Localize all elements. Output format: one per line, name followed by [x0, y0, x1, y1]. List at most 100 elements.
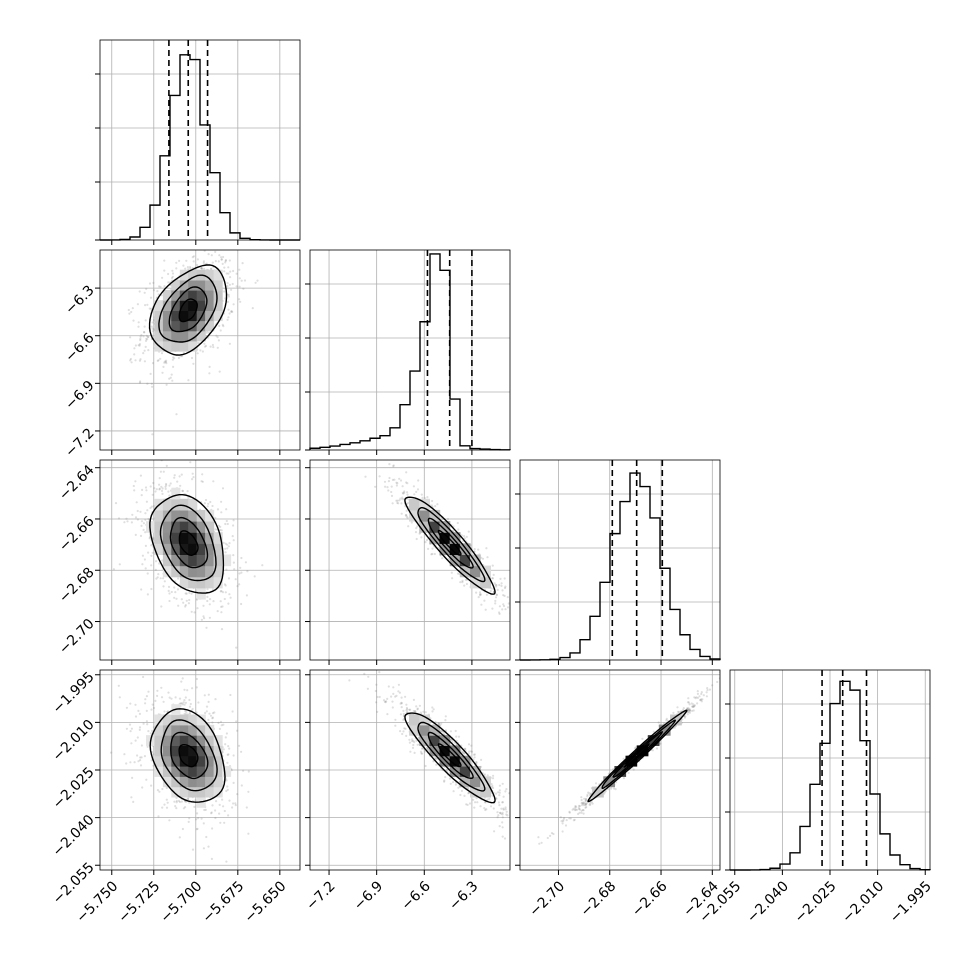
sample-point	[138, 712, 141, 716]
sample-point	[152, 764, 155, 767]
sample-point	[485, 593, 488, 596]
sample-point	[405, 706, 408, 710]
panel-background	[520, 460, 720, 660]
sample-point	[403, 491, 406, 494]
sample-point	[211, 504, 214, 508]
sample-point	[130, 521, 133, 524]
contour-line-2	[427, 731, 474, 780]
sample-point	[192, 255, 195, 258]
sample-point	[186, 798, 190, 801]
sample-point	[217, 260, 220, 263]
sample-point	[191, 256, 194, 259]
sample-point	[174, 591, 177, 594]
sample-point	[477, 548, 480, 551]
sample-point	[200, 266, 203, 269]
sample-point	[129, 702, 132, 705]
sample-point	[395, 694, 398, 697]
corner-panels: −7.2−6.9−6.6−6.3−2.70−2.68−2.66−2.64−2.0…	[50, 39, 935, 926]
sample-point	[435, 763, 438, 766]
sample-point	[493, 582, 496, 585]
sample-point	[145, 720, 148, 723]
sample-point	[147, 730, 150, 733]
sample-point	[414, 531, 418, 534]
sample-point	[125, 727, 128, 730]
sample-point	[444, 719, 447, 722]
sample-point	[209, 268, 213, 271]
sample-point	[163, 361, 166, 364]
sample-point	[227, 545, 230, 548]
sample-point	[442, 732, 445, 735]
sample-point	[247, 790, 250, 793]
sample-point	[499, 811, 502, 815]
sample-point	[199, 349, 202, 352]
sample-point	[206, 599, 209, 603]
sample-point	[232, 554, 235, 557]
sample-point	[133, 347, 136, 350]
sample-point	[151, 493, 154, 496]
density-cell	[429, 745, 441, 757]
sample-point	[171, 272, 175, 275]
sample-point	[405, 703, 408, 706]
sample-point	[172, 356, 175, 359]
sample-point	[401, 496, 404, 499]
sample-point	[210, 811, 213, 814]
sample-point	[394, 695, 397, 698]
sample-point	[454, 783, 457, 786]
contour-line-3	[417, 721, 486, 792]
sample-point	[210, 812, 213, 815]
sample-point	[204, 711, 207, 715]
sample-point	[211, 827, 214, 830]
sample-point	[507, 602, 510, 605]
sample-point	[203, 250, 206, 252]
sample-point	[152, 505, 155, 508]
sample-point	[363, 672, 366, 676]
sample-point	[396, 499, 399, 502]
sample-point	[214, 260, 217, 263]
sample-point	[149, 506, 152, 510]
sample-point	[221, 605, 224, 608]
density-cell	[179, 330, 189, 342]
sample-point	[165, 484, 168, 487]
density-cell	[196, 521, 206, 533]
sample-point	[175, 413, 178, 416]
sample-point	[210, 857, 213, 861]
sample-point	[168, 592, 171, 595]
sample-point	[221, 262, 224, 265]
sample-point	[150, 307, 153, 310]
density-cell	[154, 735, 164, 746]
sample-point	[384, 701, 387, 704]
sample-point	[223, 821, 226, 824]
sample-point	[114, 502, 118, 505]
sample-point	[408, 738, 411, 741]
density-cell	[213, 279, 223, 291]
density-cell	[171, 724, 181, 736]
density-cell	[449, 532, 461, 544]
sample-point	[144, 304, 147, 307]
sample-point	[497, 801, 500, 804]
sample-point	[452, 781, 455, 784]
sample-point	[211, 717, 214, 720]
sample-point	[440, 730, 443, 733]
sample-point	[412, 709, 415, 713]
density-cell	[154, 532, 164, 544]
sample-point	[432, 708, 435, 711]
sample-point	[485, 808, 488, 811]
sample-point	[162, 585, 165, 588]
sample-point	[503, 594, 506, 598]
sample-point	[239, 300, 242, 303]
sample-point	[129, 336, 132, 339]
sample-point	[491, 794, 494, 797]
sample-point	[240, 556, 243, 560]
sample-point	[501, 801, 504, 804]
density-cell	[213, 565, 223, 578]
sample-point	[515, 604, 517, 606]
sample-point	[136, 518, 139, 521]
density-cell	[179, 724, 189, 736]
sample-point	[449, 782, 452, 785]
sample-point	[220, 605, 223, 609]
sample-point	[215, 800, 218, 803]
sample-point	[149, 296, 153, 299]
sample-point	[209, 500, 212, 504]
sample-point	[415, 527, 418, 530]
sample-point	[209, 598, 212, 601]
